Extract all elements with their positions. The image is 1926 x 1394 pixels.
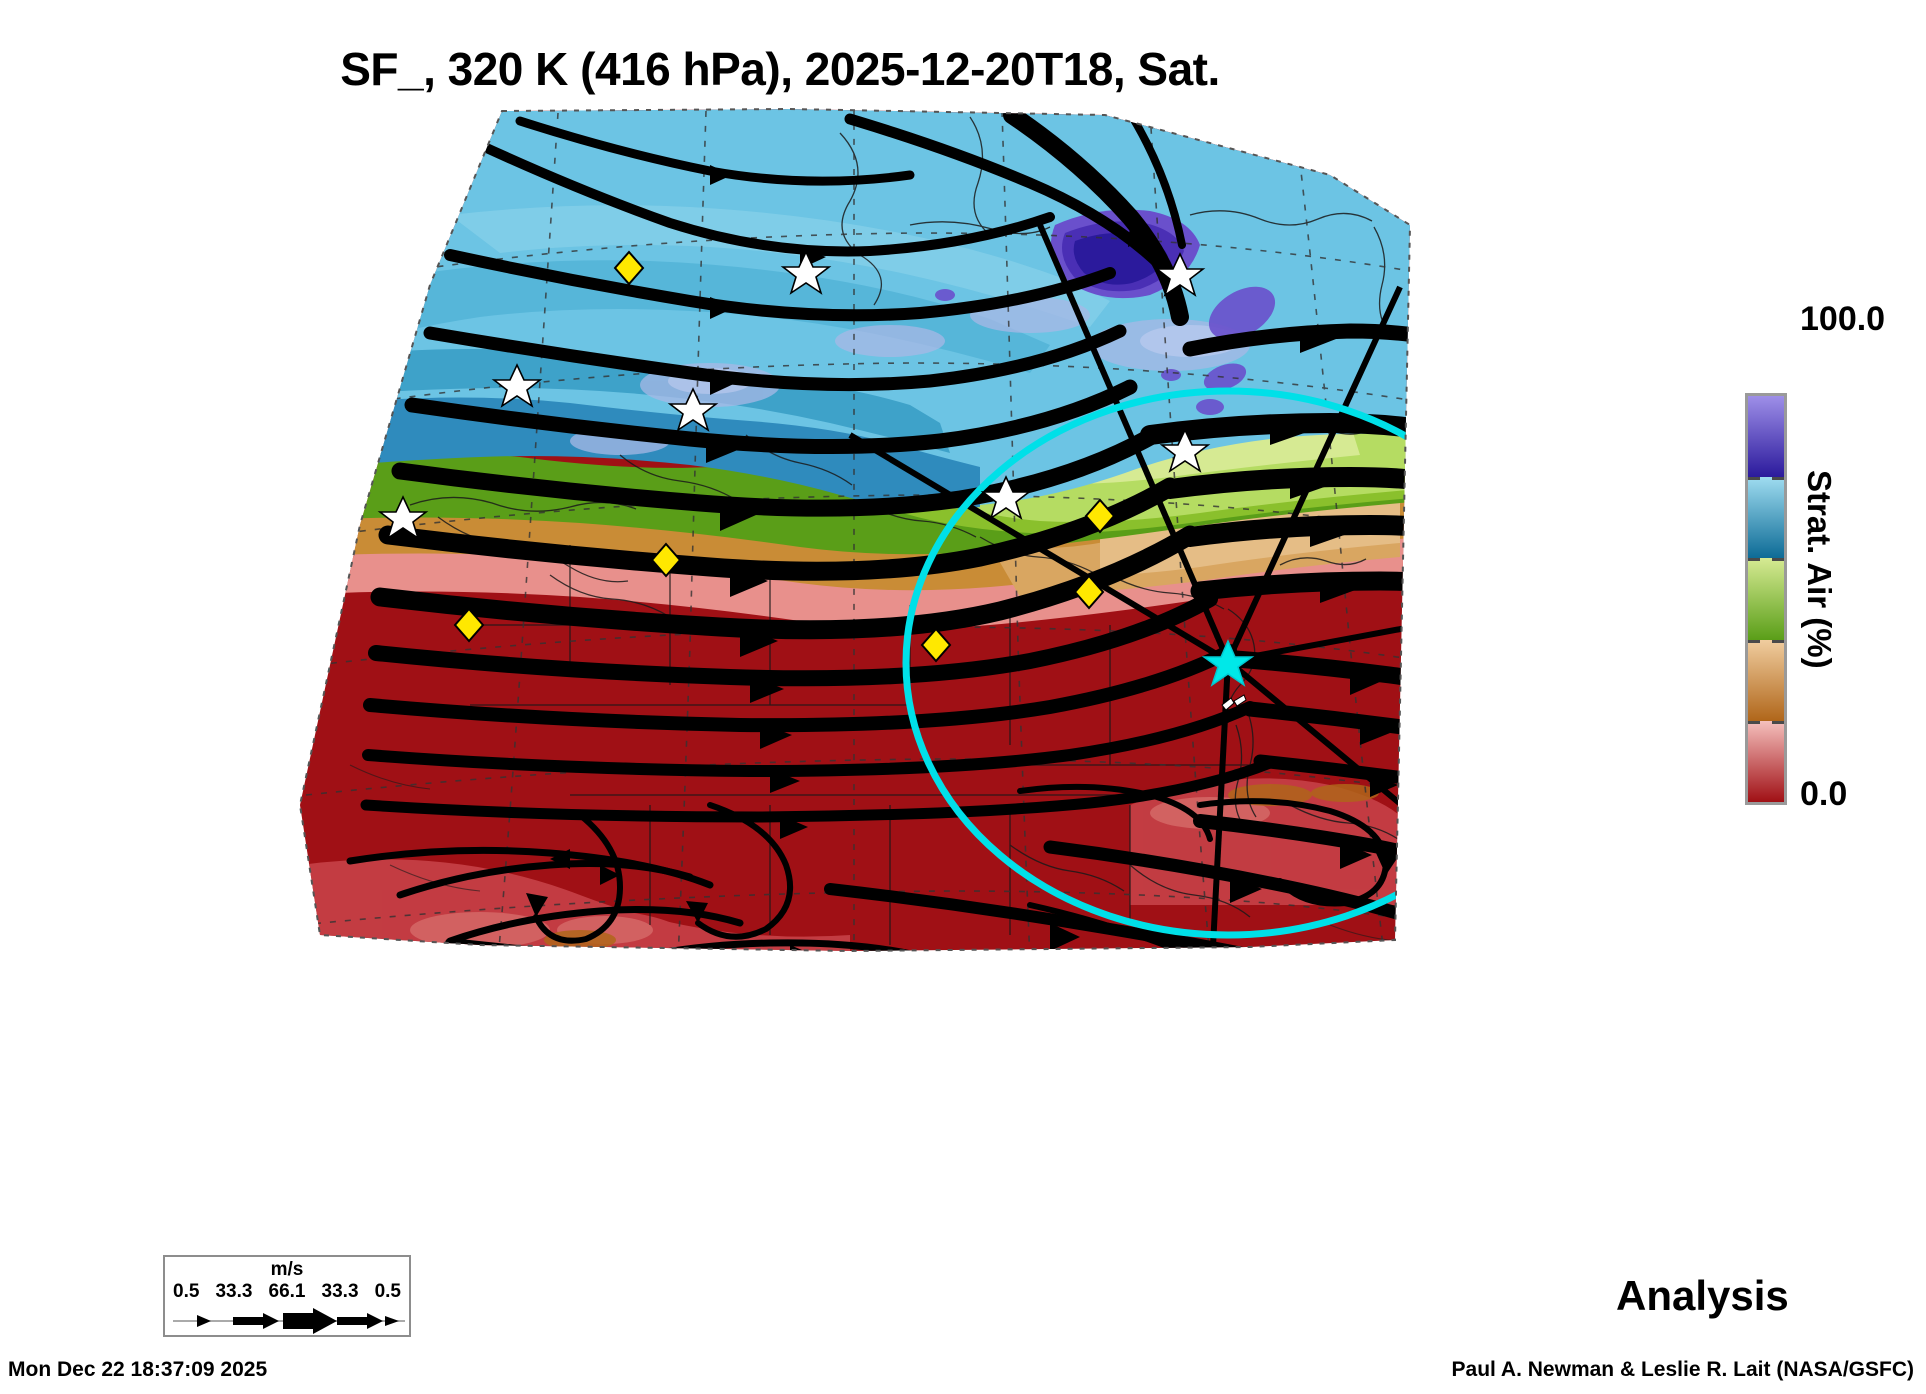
colorbar-tick (1772, 477, 1784, 481)
colorbar-band-tan (1748, 639, 1784, 721)
author-credit: Paul A. Newman & Leslie R. Lait (NASA/GS… (1451, 1358, 1914, 1381)
flight-track-lines[interactable] (848, 223, 1530, 965)
cyan-station-marker (1201, 639, 1255, 687)
analysis-label: Analysis (1616, 1272, 1789, 1319)
wind-legend-value: 66.1 (268, 1281, 306, 1302)
weather-map[interactable] (150, 105, 1570, 1255)
wind-speed-legend: m/s 0.5 33.3 66.1 33.3 0.5 (163, 1255, 411, 1337)
yellow-diamond-markers (453, 250, 1116, 663)
colorbar-tick (1748, 720, 1760, 724)
wind-legend-unit: m/s (270, 1259, 304, 1280)
page-title: SF_, 320 K (416 hPa), 2025-12-20T18, Sat… (340, 43, 1220, 95)
wind-legend-value: 0.5 (374, 1281, 401, 1302)
map-panel[interactable] (150, 105, 1570, 1255)
generation-timestamp: Mon Dec 22 18:37:09 2025 (8, 1358, 268, 1381)
map-contour-layer (300, 109, 1530, 965)
colorbar-tick (1772, 720, 1784, 724)
streamline-arrowheads (526, 165, 1398, 951)
colorbar-band-blue (1748, 477, 1784, 559)
colorbar (1745, 393, 1787, 805)
colorbar-tick (1772, 558, 1784, 562)
colorbar-band-green (1748, 558, 1784, 640)
wind-legend-arrow-scale (173, 1308, 405, 1334)
colorbar-axis-label: Strat. Air (%) (1801, 470, 1838, 669)
wind-streamline-layer (346, 109, 1410, 951)
colorbar-tick (1772, 639, 1784, 643)
wind-legend-value: 0.5 (173, 1281, 200, 1302)
white-star-markers (377, 250, 1211, 540)
colorbar-tick (1748, 639, 1760, 643)
colorbar-max-label: 100.0 (1800, 300, 1886, 338)
wind-legend-values: 0.5 33.3 66.1 33.3 0.5 (165, 1281, 409, 1303)
map-frame (298, 107, 1412, 953)
colorbar-tick (1748, 558, 1760, 562)
colorbar-min-label: 0.0 (1800, 775, 1848, 813)
wind-legend-value: 33.3 (321, 1281, 359, 1302)
colorbar-tick (1748, 477, 1760, 481)
flight-range-circle (902, 387, 1410, 939)
wind-legend-value: 33.3 (215, 1281, 253, 1302)
colorbar-band-purple (1748, 396, 1784, 478)
colorbar-band-red (1748, 720, 1784, 802)
small-white-aircraft-marker (1221, 694, 1247, 711)
